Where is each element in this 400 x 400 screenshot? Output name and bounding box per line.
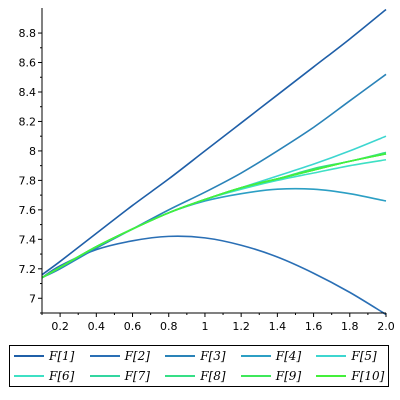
legend-label: F[9] [275, 369, 302, 383]
legend-item-f7: F[7] [86, 369, 162, 383]
legend-item-f9: F[9] [237, 369, 313, 383]
series-layer [41, 8, 387, 316]
y-tick-label: 7.8 [19, 174, 37, 187]
legend-swatch [89, 375, 120, 377]
series-line-f10 [41, 153, 387, 279]
legend-item-f6: F[6] [10, 369, 86, 383]
legend-item-f4: F[4] [237, 349, 313, 363]
y-tick-label: 8.4 [19, 86, 37, 99]
x-tick-label: 1.6 [305, 320, 323, 333]
y-axis-ticks: 7 7.2 7.4 7.6 7.8 8 8.2 8.4 8.6 8.8 [19, 27, 42, 314]
legend-swatch [165, 375, 196, 377]
x-tick-label: 1.2 [232, 320, 250, 333]
y-tick-label: 7.4 [19, 233, 37, 246]
legend-item-f1: F[1] [10, 349, 86, 363]
y-tick-label: 8.8 [19, 27, 37, 40]
x-tick-label: 1.4 [269, 320, 287, 333]
legend-swatch [316, 355, 347, 357]
legend: F[1] F[2] F[3] F[4] F[5] F[6] F[7] F[8] F[9] F[10… [9, 345, 389, 387]
series-line-f7 [41, 153, 387, 279]
series-line-f8 [41, 151, 387, 279]
series-line-f6 [41, 158, 387, 279]
series-line-f4 [41, 187, 387, 279]
y-tick-label: 8.2 [19, 115, 37, 128]
legend-label: F[5] [351, 349, 377, 363]
legend-item-f2: F[2] [86, 349, 162, 363]
y-tick-label: 7.6 [19, 204, 37, 217]
legend-label: F[4] [275, 349, 302, 363]
legend-label: F[8] [200, 369, 226, 383]
legend-item-f10: F[10] [312, 369, 388, 383]
x-tick-label: 0.4 [88, 320, 106, 333]
series-line-f5 [41, 135, 387, 279]
line-chart: 0.2 0.4 0.6 0.8 1 1.2 1.4 1.6 1.8 2.0 77.27.47.67… [19, 8, 395, 333]
legend-label: F[1] [49, 349, 75, 363]
legend-swatch [14, 375, 44, 377]
series-line-f3 [41, 73, 387, 279]
y-tick-label: 8.6 [19, 57, 37, 70]
legend-item-f5: F[5] [312, 349, 388, 363]
legend-label: F[7] [124, 369, 150, 383]
x-tick-label: 0.8 [160, 320, 178, 333]
legend-swatch [14, 355, 44, 357]
x-tick-label: 0.6 [124, 320, 142, 333]
legend-swatch [240, 375, 271, 377]
legend-label: F[2] [124, 349, 150, 363]
legend-swatch [89, 355, 120, 357]
legend-swatch [165, 355, 196, 357]
y-tick-label: 7 [29, 292, 36, 305]
x-tick-label: 0.2 [51, 320, 69, 333]
series-line-f9 [41, 153, 387, 279]
x-axis-ticks: 0.2 0.4 0.6 0.8 1 1.2 1.4 1.6 1.8 2.0 [41, 313, 395, 333]
legend-label: F[10] [351, 369, 385, 383]
x-tick-label: 1.8 [341, 320, 359, 333]
x-tick-label: 1 [201, 320, 208, 333]
y-tick-label: 8 [29, 145, 36, 158]
x-tick-label: 2.0 [377, 320, 395, 333]
legend-swatch [316, 375, 347, 377]
series-line-f1 [41, 8, 387, 276]
legend-item-f3: F[3] [161, 349, 237, 363]
legend-label: F[6] [49, 369, 75, 383]
legend-label: F[3] [200, 349, 226, 363]
legend-swatch [240, 355, 271, 357]
legend-item-f8: F[8] [161, 369, 237, 383]
y-tick-label: 7.2 [19, 263, 37, 276]
